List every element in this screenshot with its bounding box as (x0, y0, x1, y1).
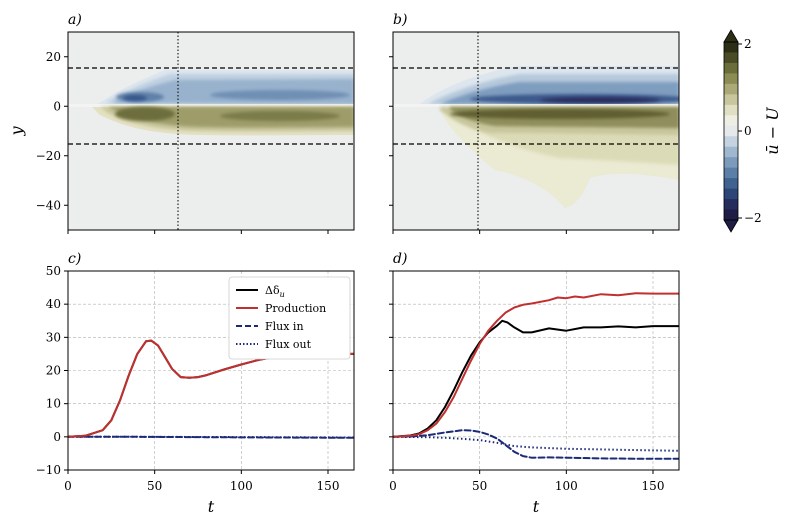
legend-label-flux-in: Flux in (265, 320, 304, 333)
panel-c-series-flux-in (68, 435, 354, 439)
zero-contour (393, 104, 679, 107)
colorbar-band (724, 94, 738, 106)
colorbar-band (724, 209, 738, 221)
panel-d-xlabel: t (533, 497, 540, 516)
contour-olive-core-2 (220, 111, 340, 121)
panel-c-yticklabel: 20 (46, 364, 61, 378)
panel-c-xticklabel: 100 (230, 479, 253, 493)
panel-d-lines (393, 292, 679, 460)
contour-blue-core-3 (123, 95, 147, 101)
colorbar-extend-bottom (723, 219, 739, 233)
legend-label-delta-main: Δδ (265, 284, 280, 297)
panel-c-xlabel: t (208, 497, 215, 516)
legend-label-production: Production (265, 302, 326, 315)
colorbar-ticklabel-bottom: −2 (744, 211, 762, 225)
panel-c-yticklabel: 40 (46, 297, 61, 311)
panel-d-series-u (393, 319, 679, 438)
colorbar-bands (724, 42, 738, 221)
colorbar-band (724, 157, 738, 169)
panel-b-contours (393, 66, 679, 208)
colorbar-extend-top (723, 29, 739, 43)
colorbar-band (724, 178, 738, 190)
panel-c-yticklabel: −10 (36, 463, 61, 477)
colorbar-band (724, 188, 738, 200)
panel-d-series-flux-in (393, 429, 679, 460)
colorbar-band (724, 62, 738, 75)
colorbar-band (724, 42, 738, 54)
panel-a-contours (68, 70, 354, 136)
panel-d-series-production (393, 292, 679, 438)
colorbar-band (724, 199, 738, 211)
panel-c-label: c) (68, 251, 81, 267)
panel-a-yticklabel: −40 (36, 198, 61, 212)
colorbar-band (724, 52, 738, 64)
panel-d-series-flux-out (393, 435, 679, 452)
panel-c-xticklabel: 50 (147, 479, 162, 493)
panel-d-xticklabel: 150 (642, 479, 665, 493)
colorbar-band (724, 167, 738, 179)
colorbar-band (724, 146, 738, 158)
colorbar-band (724, 83, 738, 95)
contour-olive-core-1 (450, 109, 670, 119)
panel-c-yticklabel: 0 (53, 430, 61, 444)
panel-c-yticklabel: 10 (46, 397, 61, 411)
panel-d-xticklabel: 50 (472, 479, 487, 493)
panel-c-yticklabel: 30 (46, 330, 61, 344)
panel-c-yticklabel: 50 (46, 264, 61, 278)
panel-d: d) t (392, 251, 680, 516)
panel-b-frame (392, 31, 680, 231)
colorbar: 2 0 −2 ū − U (723, 29, 782, 233)
legend-box (228, 276, 351, 360)
contour-blue-core-2 (540, 97, 660, 103)
panel-d-xticklabel: 100 (555, 479, 578, 493)
contour-blue-core-2 (210, 90, 350, 100)
panel-a-frame (67, 31, 355, 231)
panel-a-yticklabel: 0 (53, 99, 61, 113)
panel-b: b) (392, 12, 680, 231)
panel-a-yticklabel: −20 (36, 149, 61, 163)
colorbar-band (724, 104, 738, 116)
panel-d-grid (393, 271, 679, 470)
panel-a-label: a) (68, 12, 82, 28)
panel-b-label: b) (393, 12, 407, 28)
legend-label-flux-out: Flux out (265, 338, 312, 351)
panel-c: c) t (67, 251, 355, 516)
panel-c-xticklabel: 150 (317, 479, 340, 493)
colorbar-ticklabel-top: 2 (744, 37, 752, 51)
panel-a-ylabel: y (7, 126, 26, 137)
contour-olive-core-1 (115, 107, 175, 121)
colorbar-band (724, 73, 738, 85)
legend-label-delta: Δδu (265, 284, 285, 299)
colorbar-band (724, 115, 738, 127)
zero-contour (68, 104, 354, 107)
colorbar-band (724, 125, 738, 137)
panel-d-label: d) (393, 251, 407, 267)
colorbar-label: ū − U (763, 107, 782, 155)
colorbar-band (724, 136, 738, 148)
panel-d-xticklabel: 0 (389, 479, 397, 493)
colorbar-ticklabel-mid: 0 (744, 124, 752, 138)
legend: Δδu Production Flux in Flux out (228, 276, 351, 360)
panel-c-xticklabel: 0 (64, 479, 72, 493)
panel-a-yticklabel: 20 (46, 50, 61, 64)
panel-a: a) (67, 12, 355, 231)
legend-label-delta-sub: u (280, 290, 285, 299)
